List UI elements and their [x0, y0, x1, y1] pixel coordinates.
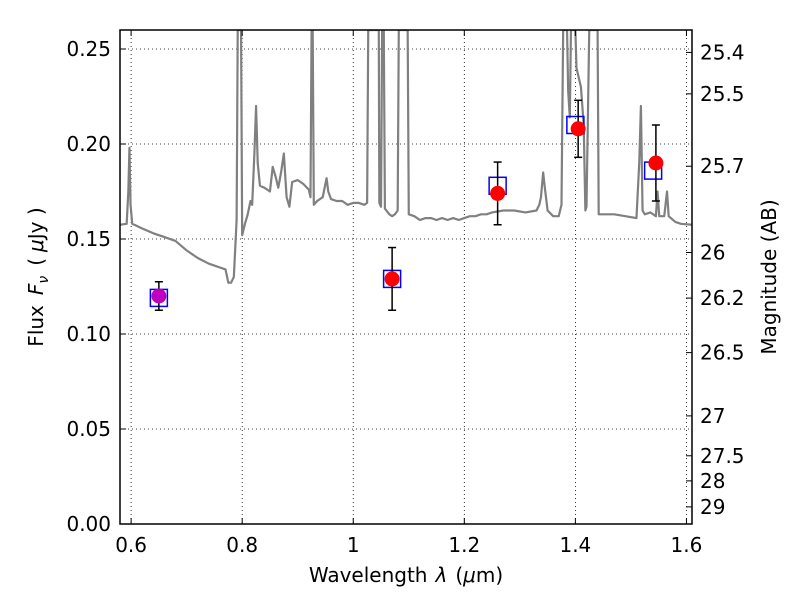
y2-tick-label: 25.4	[700, 40, 745, 64]
grid	[120, 30, 692, 524]
y-tick-label: 0.05	[66, 417, 111, 441]
y2-tick-label: 26.5	[700, 341, 745, 365]
tick-marks	[120, 30, 692, 525]
y-axis-label: FluxFν(μJy )	[24, 207, 52, 346]
x-tick-label: 1	[347, 533, 360, 557]
plot-area	[120, 30, 692, 311]
y-tick-label: 0.10	[66, 322, 111, 346]
y2-tick-label: 26.2	[700, 286, 745, 310]
y-tick-label: 0.20	[66, 132, 111, 156]
observed-photometry-point	[648, 155, 664, 171]
observed-photometry-point	[384, 271, 400, 287]
observed-photometry-point	[490, 185, 506, 201]
x-tick-label: 0.6	[115, 533, 147, 557]
y2-tick-label: 29	[700, 495, 725, 519]
y2-tick-label: 25.5	[700, 82, 745, 106]
model-spectrum-line	[120, 30, 692, 284]
tick-labels: 0.6 0.8 1 1.2 1.4 1.6 0.00 0.05 0.10 0.15 0.20 0.25…	[66, 37, 744, 557]
y2-axis-label: Magnitude (AB)	[757, 199, 781, 354]
x-tick-label: 1.2	[448, 533, 480, 557]
y-tick-label: 0.15	[66, 227, 111, 251]
plot-frame	[119, 29, 693, 525]
x-tick-label: 0.8	[226, 533, 258, 557]
observed-photometry-point	[570, 121, 586, 137]
y2-tick-label: 26	[700, 240, 725, 264]
x-tick-label: 1.6	[671, 533, 703, 557]
y2-tick-label: 25.7	[700, 154, 745, 178]
x-tick-label: 1.4	[559, 533, 591, 557]
y2-tick-label: 27	[700, 404, 725, 428]
y2-tick-label: 27.5	[700, 444, 745, 468]
x-axis-label: Wavelength λ (μm)	[309, 563, 503, 587]
y-tick-label: 0.00	[66, 512, 111, 536]
y-tick-label: 0.25	[66, 37, 111, 61]
observed-photometry-point	[151, 288, 167, 304]
y2-tick-label: 28	[700, 469, 725, 493]
